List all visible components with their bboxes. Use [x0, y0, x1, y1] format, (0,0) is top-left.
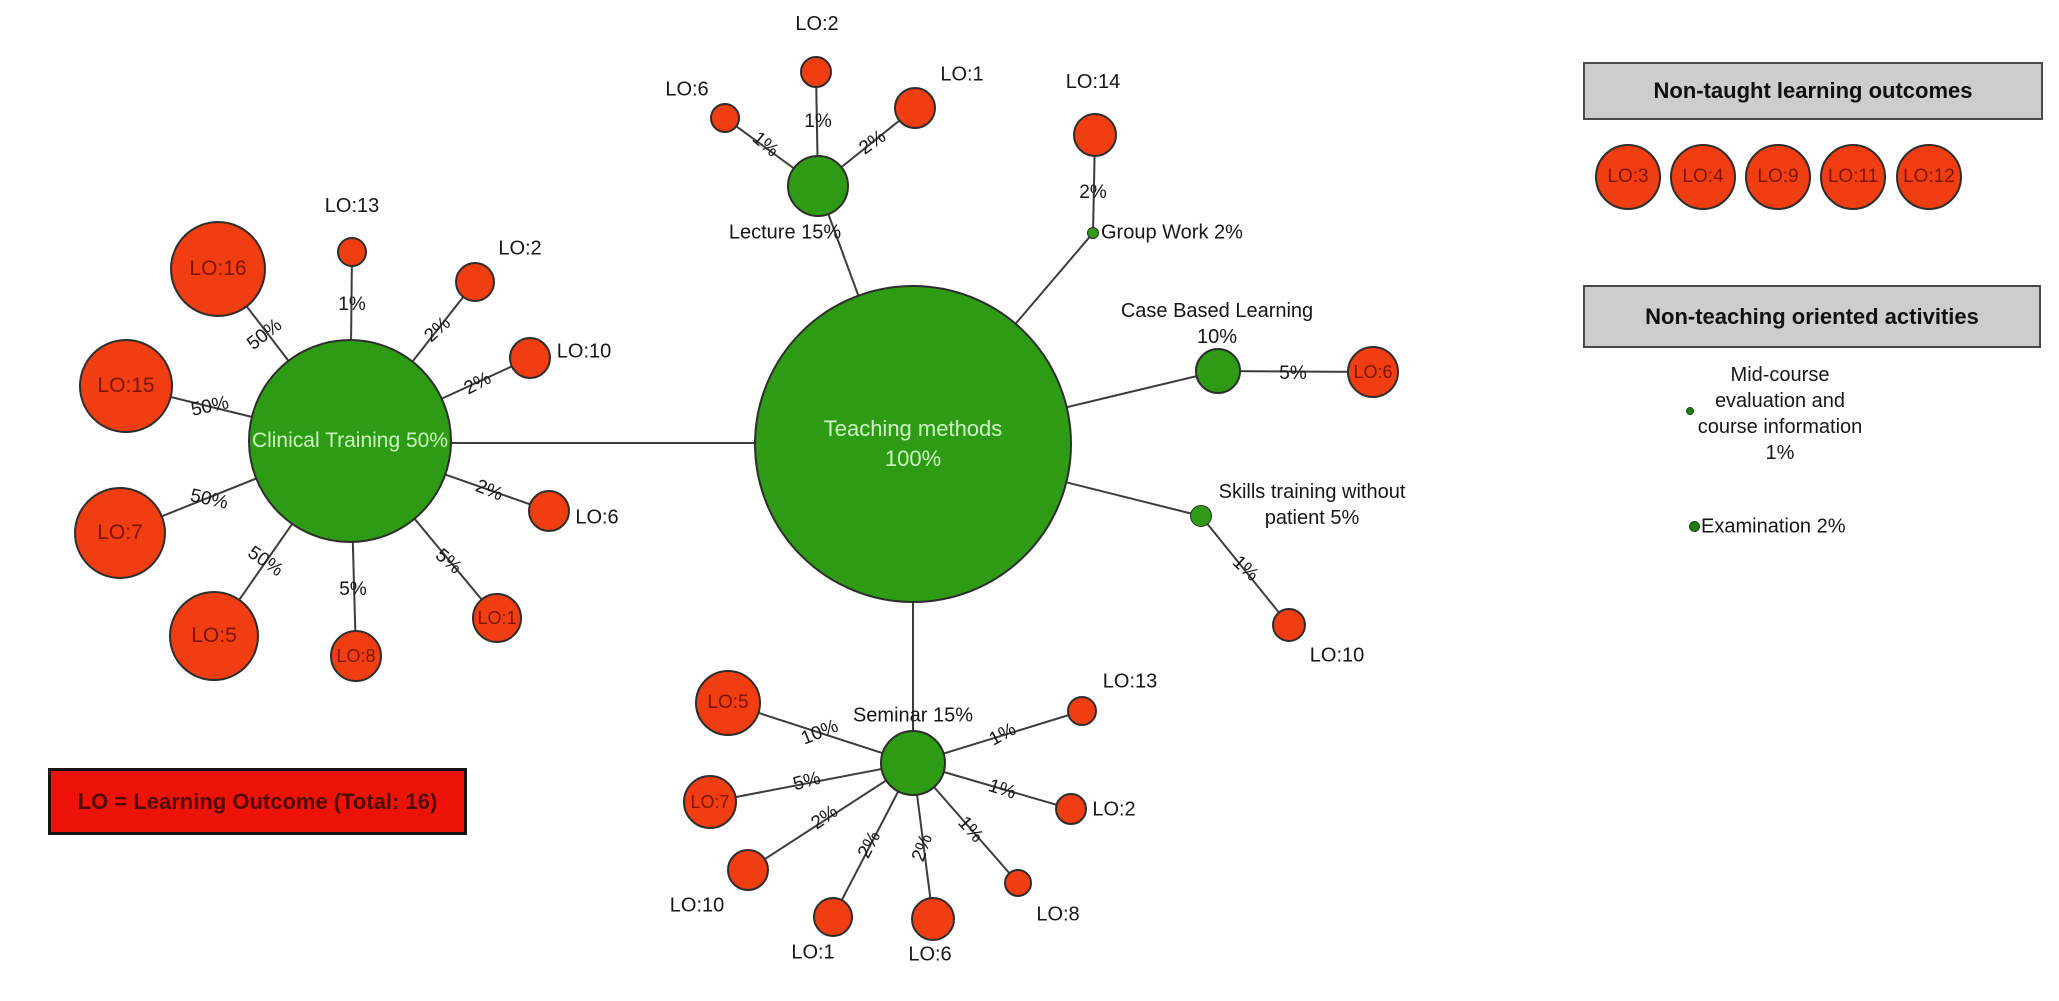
seminar-lo5-label: LO:5 [707, 692, 749, 713]
skills-lo10-label: LO:10 [1309, 644, 1365, 667]
nontaught-lo12-label: LO:12 [1903, 166, 1955, 187]
midcourse-label-line4: 1% [1765, 442, 1795, 464]
seminar-label: Seminar 15% [852, 704, 974, 727]
teaching-methods-label: Teaching methods 100% [824, 414, 1003, 474]
seminar-lo7-label: LO:7 [690, 791, 730, 812]
node-nontaught-lo4: LO:4 [1670, 144, 1736, 210]
edge-lecture-lo2-pct: 1% [804, 111, 832, 132]
clinical-lo5-label: LO:5 [191, 624, 237, 647]
midcourse-label: Mid-course evaluation and course informa… [1698, 362, 1863, 466]
node-nontaught-lo12: LO:12 [1896, 144, 1962, 210]
node-skills-training [1190, 505, 1212, 527]
group-work-label: Group Work 2% [1101, 221, 1243, 244]
nontaught-lo4-label: LO:4 [1682, 166, 1724, 187]
edge-groupwork-lo14-pct: 2% [1079, 182, 1107, 203]
case-based-learning-label-line2: 10% [1196, 326, 1238, 348]
node-seminar [880, 730, 946, 796]
node-clinical-lo5: LO:5 [169, 591, 259, 681]
midcourse-label-line1: Mid-course [1730, 364, 1830, 386]
node-teaching-methods: Teaching methods 100% [754, 285, 1072, 603]
node-seminar-lo8 [1004, 869, 1032, 897]
examination-dot-icon [1689, 521, 1700, 532]
clinical-lo2-label: LO:2 [498, 237, 542, 260]
midcourse-label-line3: course information [1697, 416, 1863, 438]
clinical-lo6-label: LO:6 [575, 506, 619, 529]
node-groupwork-lo14 [1073, 113, 1117, 157]
edge-clinical-lo13-pct: 1% [338, 294, 366, 315]
node-clinical-lo8: LO:8 [330, 630, 382, 682]
node-clinical-training: Clinical Training 50% [248, 339, 452, 543]
node-nontaught-lo9: LO:9 [1745, 144, 1811, 210]
non-teaching-header: Non-teaching oriented activities [1583, 285, 2041, 348]
clinical-lo16-label: LO:16 [189, 257, 247, 280]
teaching-methods-label-line1: Teaching methods [823, 416, 1003, 441]
seminar-lo8-label: LO:8 [1036, 903, 1080, 926]
node-clinical-lo6 [528, 490, 570, 532]
seminar-lo10-label: LO:10 [669, 894, 725, 917]
clinical-lo15-label: LO:15 [97, 374, 155, 397]
edge-clinical-lo8-pct: 5% [339, 579, 367, 600]
nontaught-lo3-label: LO:3 [1607, 166, 1649, 187]
lecture-lo6-label: LO:6 [665, 78, 709, 101]
case-based-learning-label: Case Based Learning 10% [1121, 298, 1313, 350]
node-lecture [787, 155, 849, 217]
node-seminar-lo7: LO:7 [683, 775, 737, 829]
nontaught-lo11-label: LO:11 [1827, 166, 1879, 187]
node-seminar-lo1 [813, 897, 853, 937]
non-taught-header: Non-taught learning outcomes [1583, 62, 2043, 120]
examination-label: Examination 2% [1701, 515, 1846, 538]
nontaught-lo9-label: LO:9 [1757, 166, 1799, 187]
node-nontaught-lo3: LO:3 [1595, 144, 1661, 210]
clinical-lo10-label: LO:10 [556, 340, 612, 363]
lecture-label: Lecture 15% [728, 221, 842, 244]
teaching-methods-label-line2: 100% [884, 446, 942, 471]
clinical-lo7-label: LO:7 [97, 521, 143, 544]
node-clinical-lo10 [509, 337, 551, 379]
node-clinical-lo13 [337, 237, 367, 267]
node-skills-lo10 [1272, 608, 1306, 642]
seminar-lo2-label: LO:2 [1092, 798, 1136, 821]
node-seminar-lo2 [1055, 793, 1087, 825]
midcourse-dot-icon [1686, 407, 1694, 415]
clinical-lo13-label: LO:13 [324, 195, 380, 218]
node-seminar-lo6 [911, 897, 955, 941]
legend-note-box: LO = Learning Outcome (Total: 16) [48, 768, 467, 835]
lecture-lo2-label: LO:2 [795, 13, 839, 36]
seminar-lo6-label: LO:6 [908, 943, 952, 966]
node-nontaught-lo11: LO:11 [1820, 144, 1886, 210]
midcourse-label-line2: evaluation and [1714, 390, 1846, 412]
node-clinical-lo1: LO:1 [472, 593, 522, 643]
clinical-lo1-label: LO:1 [477, 607, 517, 628]
node-clinical-lo7: LO:7 [74, 487, 166, 579]
skills-training-label-line1: Skills training without [1218, 481, 1406, 503]
node-clinical-lo2 [455, 262, 495, 302]
seminar-lo13-label: LO:13 [1102, 670, 1158, 693]
node-seminar-lo13 [1067, 696, 1097, 726]
node-clinical-lo16: LO:16 [170, 221, 266, 317]
casebased-lo6-label: LO:6 [1353, 361, 1393, 382]
node-seminar-lo5: LO:5 [695, 670, 761, 736]
skills-training-label-line2: patient 5% [1264, 507, 1360, 529]
node-group-work [1087, 227, 1099, 239]
clinical-lo8-label: LO:8 [336, 645, 376, 666]
skills-training-label: Skills training without patient 5% [1219, 479, 1406, 531]
node-lecture-lo6 [710, 103, 740, 133]
node-case-based-learning [1195, 348, 1241, 394]
edge-casebased-lo6-pct: 5% [1279, 363, 1307, 384]
node-lecture-lo2 [800, 56, 832, 88]
node-seminar-lo10 [727, 849, 769, 891]
seminar-lo1-label: LO:1 [791, 941, 835, 964]
node-casebased-lo6: LO:6 [1347, 346, 1399, 398]
node-clinical-lo15: LO:15 [79, 339, 173, 433]
lecture-lo1-label: LO:1 [940, 63, 984, 86]
groupwork-lo14-label: LO:14 [1065, 71, 1121, 94]
clinical-training-label: Clinical Training 50% [251, 429, 449, 452]
case-based-learning-label-line1: Case Based Learning [1120, 300, 1314, 322]
node-lecture-lo1 [894, 87, 936, 129]
